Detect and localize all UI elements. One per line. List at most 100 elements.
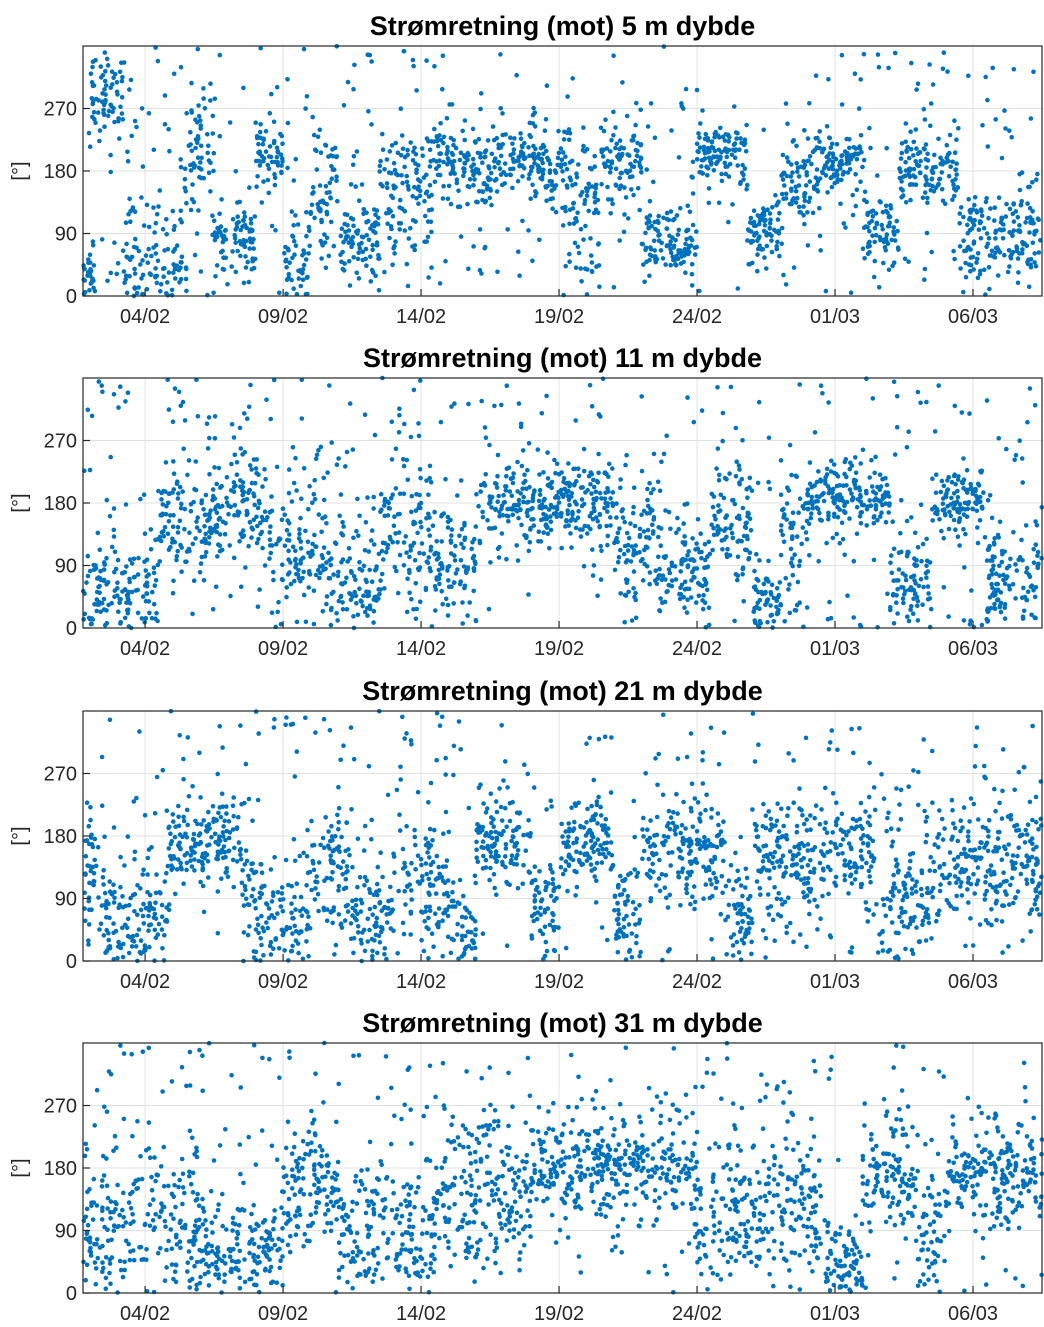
data-point [927,624,933,630]
data-point [235,248,240,254]
data-point [189,80,194,86]
data-point [832,501,837,506]
data-point [857,488,863,493]
data-point [87,467,93,473]
data-point [950,178,955,184]
data-point [777,580,783,585]
data-point [854,156,860,162]
data-point [122,615,128,621]
data-point [87,568,93,574]
data-point [301,46,307,52]
data-point [933,472,939,478]
data-point [316,512,322,517]
data-point [597,284,602,290]
data-point [147,610,152,616]
data-point [631,137,636,143]
data-point [648,490,654,496]
data-point [725,164,730,169]
data-point [171,459,176,464]
data-point [908,129,913,134]
data-point [857,622,863,628]
data-point [312,477,318,483]
data-point [168,831,173,836]
data-point [404,550,409,555]
data-point [398,106,404,111]
data-point [496,145,502,151]
data-point [823,173,829,178]
data-point [592,164,597,169]
data-point [495,546,501,552]
data-point [716,147,722,153]
data-point [237,425,243,431]
data-point [760,206,766,211]
data-point [910,182,916,187]
data-point [806,158,811,164]
data-point [767,221,773,226]
data-point [787,610,793,616]
data-point [985,606,991,611]
data-point [360,603,366,609]
data-point [567,160,573,165]
data-point [478,155,483,160]
data-point [678,591,684,597]
data-point [99,600,105,606]
data-point [898,530,903,536]
data-point [151,147,157,153]
data-point [896,578,901,583]
data-point [208,98,213,103]
data-point [207,435,212,441]
data-point [870,214,876,219]
data-point [179,260,184,265]
data-point [671,243,677,249]
data-point [132,118,138,124]
data-point [638,107,643,113]
data-point [623,462,628,468]
data-point [614,501,619,506]
data-point [510,507,515,512]
data-point [635,185,641,191]
data-point [872,225,878,231]
data-point [330,147,335,152]
data-point [385,499,391,505]
data-point [203,850,208,856]
data-point [662,599,668,605]
data-point [952,256,957,262]
data-point [258,45,264,51]
data-point [253,949,259,955]
data-point [217,515,223,521]
data-point [816,558,821,564]
data-point [409,509,414,515]
data-point [184,834,190,840]
data-point [153,273,158,279]
data-point [790,170,795,175]
data-point [745,182,750,188]
data-point [488,177,493,182]
data-point [786,159,791,165]
data-point [271,140,277,146]
data-point [884,145,889,151]
data-point [831,462,837,467]
data-point [323,142,328,148]
data-point [194,120,200,125]
data-point [565,508,570,513]
data-point [854,504,860,510]
data-point [475,150,481,156]
data-point [129,589,135,595]
data-point [537,487,543,493]
data-point [279,577,285,582]
data-point [897,166,902,171]
y-tick-label: 270 [44,99,77,121]
data-point [373,212,378,218]
data-point [1036,250,1042,255]
data-point [986,236,992,241]
data-point [837,492,843,497]
data-point [254,470,259,476]
data-point [267,543,273,548]
data-point [199,539,205,544]
data-point [985,97,990,103]
data-point [537,492,543,498]
data-point [1035,553,1040,559]
y-axis-label: [°] [9,161,31,180]
data-point [311,588,317,593]
data-point [828,469,834,474]
